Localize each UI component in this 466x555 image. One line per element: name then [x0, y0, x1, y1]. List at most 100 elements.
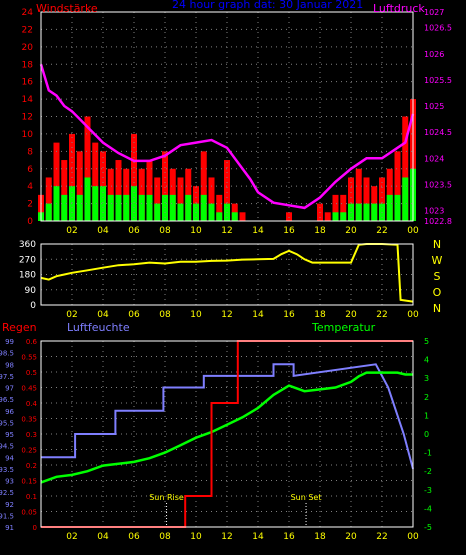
humidity-tick-98: 98: [5, 361, 14, 369]
rain-tick-0: 0: [33, 524, 37, 532]
wind-tick-6: 6: [27, 165, 33, 175]
rain-tick-0.45: 0.45: [21, 385, 37, 393]
time-tick-label-04: 04: [97, 532, 109, 542]
rain-tick-0.4: 0.4: [26, 400, 38, 408]
humidity-tick-97.5: 97.5: [0, 373, 14, 381]
rain-tick-0.55: 0.55: [21, 354, 37, 362]
wind-pressure-panel: 0246810121416182022241022.810231023.5102…: [22, 8, 452, 236]
time-tick-label-00: 00: [407, 532, 419, 542]
temperature-tick-0: 0: [424, 430, 429, 439]
wind-tick-20: 20: [22, 43, 34, 53]
humidity-tick-95.5: 95.5: [0, 419, 14, 427]
wind-tick-12: 12: [22, 113, 33, 123]
temperature-tick--2: -2: [424, 467, 432, 476]
wind-gust-bar: [239, 212, 246, 221]
wind-gust-bar: [177, 177, 184, 221]
compass-label-W: W: [432, 254, 443, 267]
pressure-tick-1024.5: 1024.5: [424, 128, 452, 137]
time-tick-label-10: 10: [190, 310, 202, 320]
temperature-tick-1: 1: [424, 411, 429, 420]
wind-gust-bar: [340, 194, 347, 221]
wind-gust-bar: [115, 160, 122, 221]
temperature-tick--1: -1: [424, 449, 432, 458]
humidity-tick-97: 97: [5, 385, 14, 393]
time-tick-label-16: 16: [283, 310, 295, 320]
humidity-tick-99: 99: [5, 338, 14, 346]
pressure-tick-1026.5: 1026.5: [424, 24, 452, 33]
wind-gust-bar: [53, 142, 60, 221]
direction-tick-360: 360: [19, 240, 36, 250]
time-tick-label-04: 04: [97, 310, 109, 320]
wind-avg-bar: [61, 194, 68, 221]
wind-tick-16: 16: [22, 78, 34, 88]
wind-tick-18: 18: [22, 60, 34, 70]
rain-tick-0.3: 0.3: [26, 431, 37, 439]
pressure-tick-1025: 1025: [424, 102, 444, 111]
time-tick-label-22: 22: [376, 310, 387, 320]
time-tick-label-16: 16: [283, 226, 295, 236]
wind-avg-bar: [363, 203, 370, 221]
time-tick-label-00: 00: [407, 310, 419, 320]
wind-avg-bar: [84, 177, 91, 221]
pressure-tick-1025.5: 1025.5: [424, 76, 452, 85]
wind-avg-bar: [231, 212, 238, 221]
humidity-tick-94: 94: [5, 454, 14, 462]
graph-title: 24 hour graph dat: 30 Januar 2021: [172, 0, 363, 11]
time-tick-label-18: 18: [314, 532, 326, 542]
wind-avg-bar: [76, 194, 83, 221]
time-tick-label-06: 06: [128, 532, 140, 542]
temperature-line: [40, 371, 413, 484]
time-tick-label-12: 12: [221, 310, 232, 320]
pressure-tick-1024: 1024: [424, 154, 444, 163]
wind-tick-24: 24: [22, 8, 34, 18]
wind-tick-4: 4: [27, 182, 33, 192]
time-tick-label-20: 20: [345, 532, 357, 542]
humidity-tick-94.5: 94.5: [0, 443, 14, 451]
wind-gust-bar: [84, 116, 91, 221]
wind-avg-bar: [200, 194, 207, 221]
rain-humidity-temp-panel: Sun Rise Sun Set 0 0.05 0.1 0.15 0.2 0.25 0.3 0.3…: [0, 337, 432, 542]
rain-tick-0.15: 0.15: [21, 478, 37, 486]
time-tick-label-22: 22: [376, 532, 387, 542]
wind-gust-bar: [348, 177, 354, 221]
rain-tick-0.2: 0.2: [26, 462, 37, 470]
time-tick-label-02: 02: [66, 226, 77, 236]
pressure-tick-1023: 1023: [424, 207, 444, 216]
compass-label-S: S: [434, 270, 441, 283]
rain-line: [41, 340, 413, 528]
time-tick-label-04: 04: [97, 226, 109, 236]
temperature-tick--5: -5: [424, 523, 432, 532]
humidity-tick-95: 95: [5, 431, 14, 439]
wind-gust-bar: [224, 160, 230, 221]
wind-gust-bar: [402, 116, 409, 221]
pressure-tick-1023.5: 1023.5: [424, 180, 452, 189]
wind-avg-bar: [123, 194, 130, 221]
time-tick-label-18: 18: [314, 226, 326, 236]
wind-avg-bar: [131, 186, 137, 221]
humidity-tick-91.5: 91.5: [0, 512, 14, 520]
wind-gust-bar: [45, 177, 52, 221]
time-tick-label-14: 14: [252, 226, 264, 236]
time-tick-label-10: 10: [190, 226, 202, 236]
time-tick-label-00: 00: [407, 226, 419, 236]
wind-gust-bar: [162, 151, 168, 221]
wind-avg-bar: [138, 194, 145, 221]
temperature-tick-4: 4: [424, 356, 429, 365]
rain-axis-title: Regen: [2, 321, 37, 334]
wind-gust-bar: [200, 151, 207, 221]
rain-frame: [40, 340, 414, 528]
humidity-tick-92: 92: [5, 501, 14, 509]
compass-label-O: O: [433, 286, 442, 299]
wind-axis-title: Windstärke: [36, 2, 98, 15]
wind-avg-bar: [394, 194, 401, 221]
wind-gust-bar: [355, 168, 362, 221]
direction-tick-0: 0: [30, 301, 36, 311]
time-tick-label-02: 02: [66, 532, 77, 542]
wind-gust-bar: [231, 203, 238, 221]
pressure-line: [39, 63, 415, 210]
rain-tick-0.05: 0.05: [21, 509, 37, 517]
wind-avg-bar: [386, 194, 393, 221]
time-tick-label-02: 02: [66, 310, 77, 320]
wind-avg-bar: [146, 194, 153, 221]
